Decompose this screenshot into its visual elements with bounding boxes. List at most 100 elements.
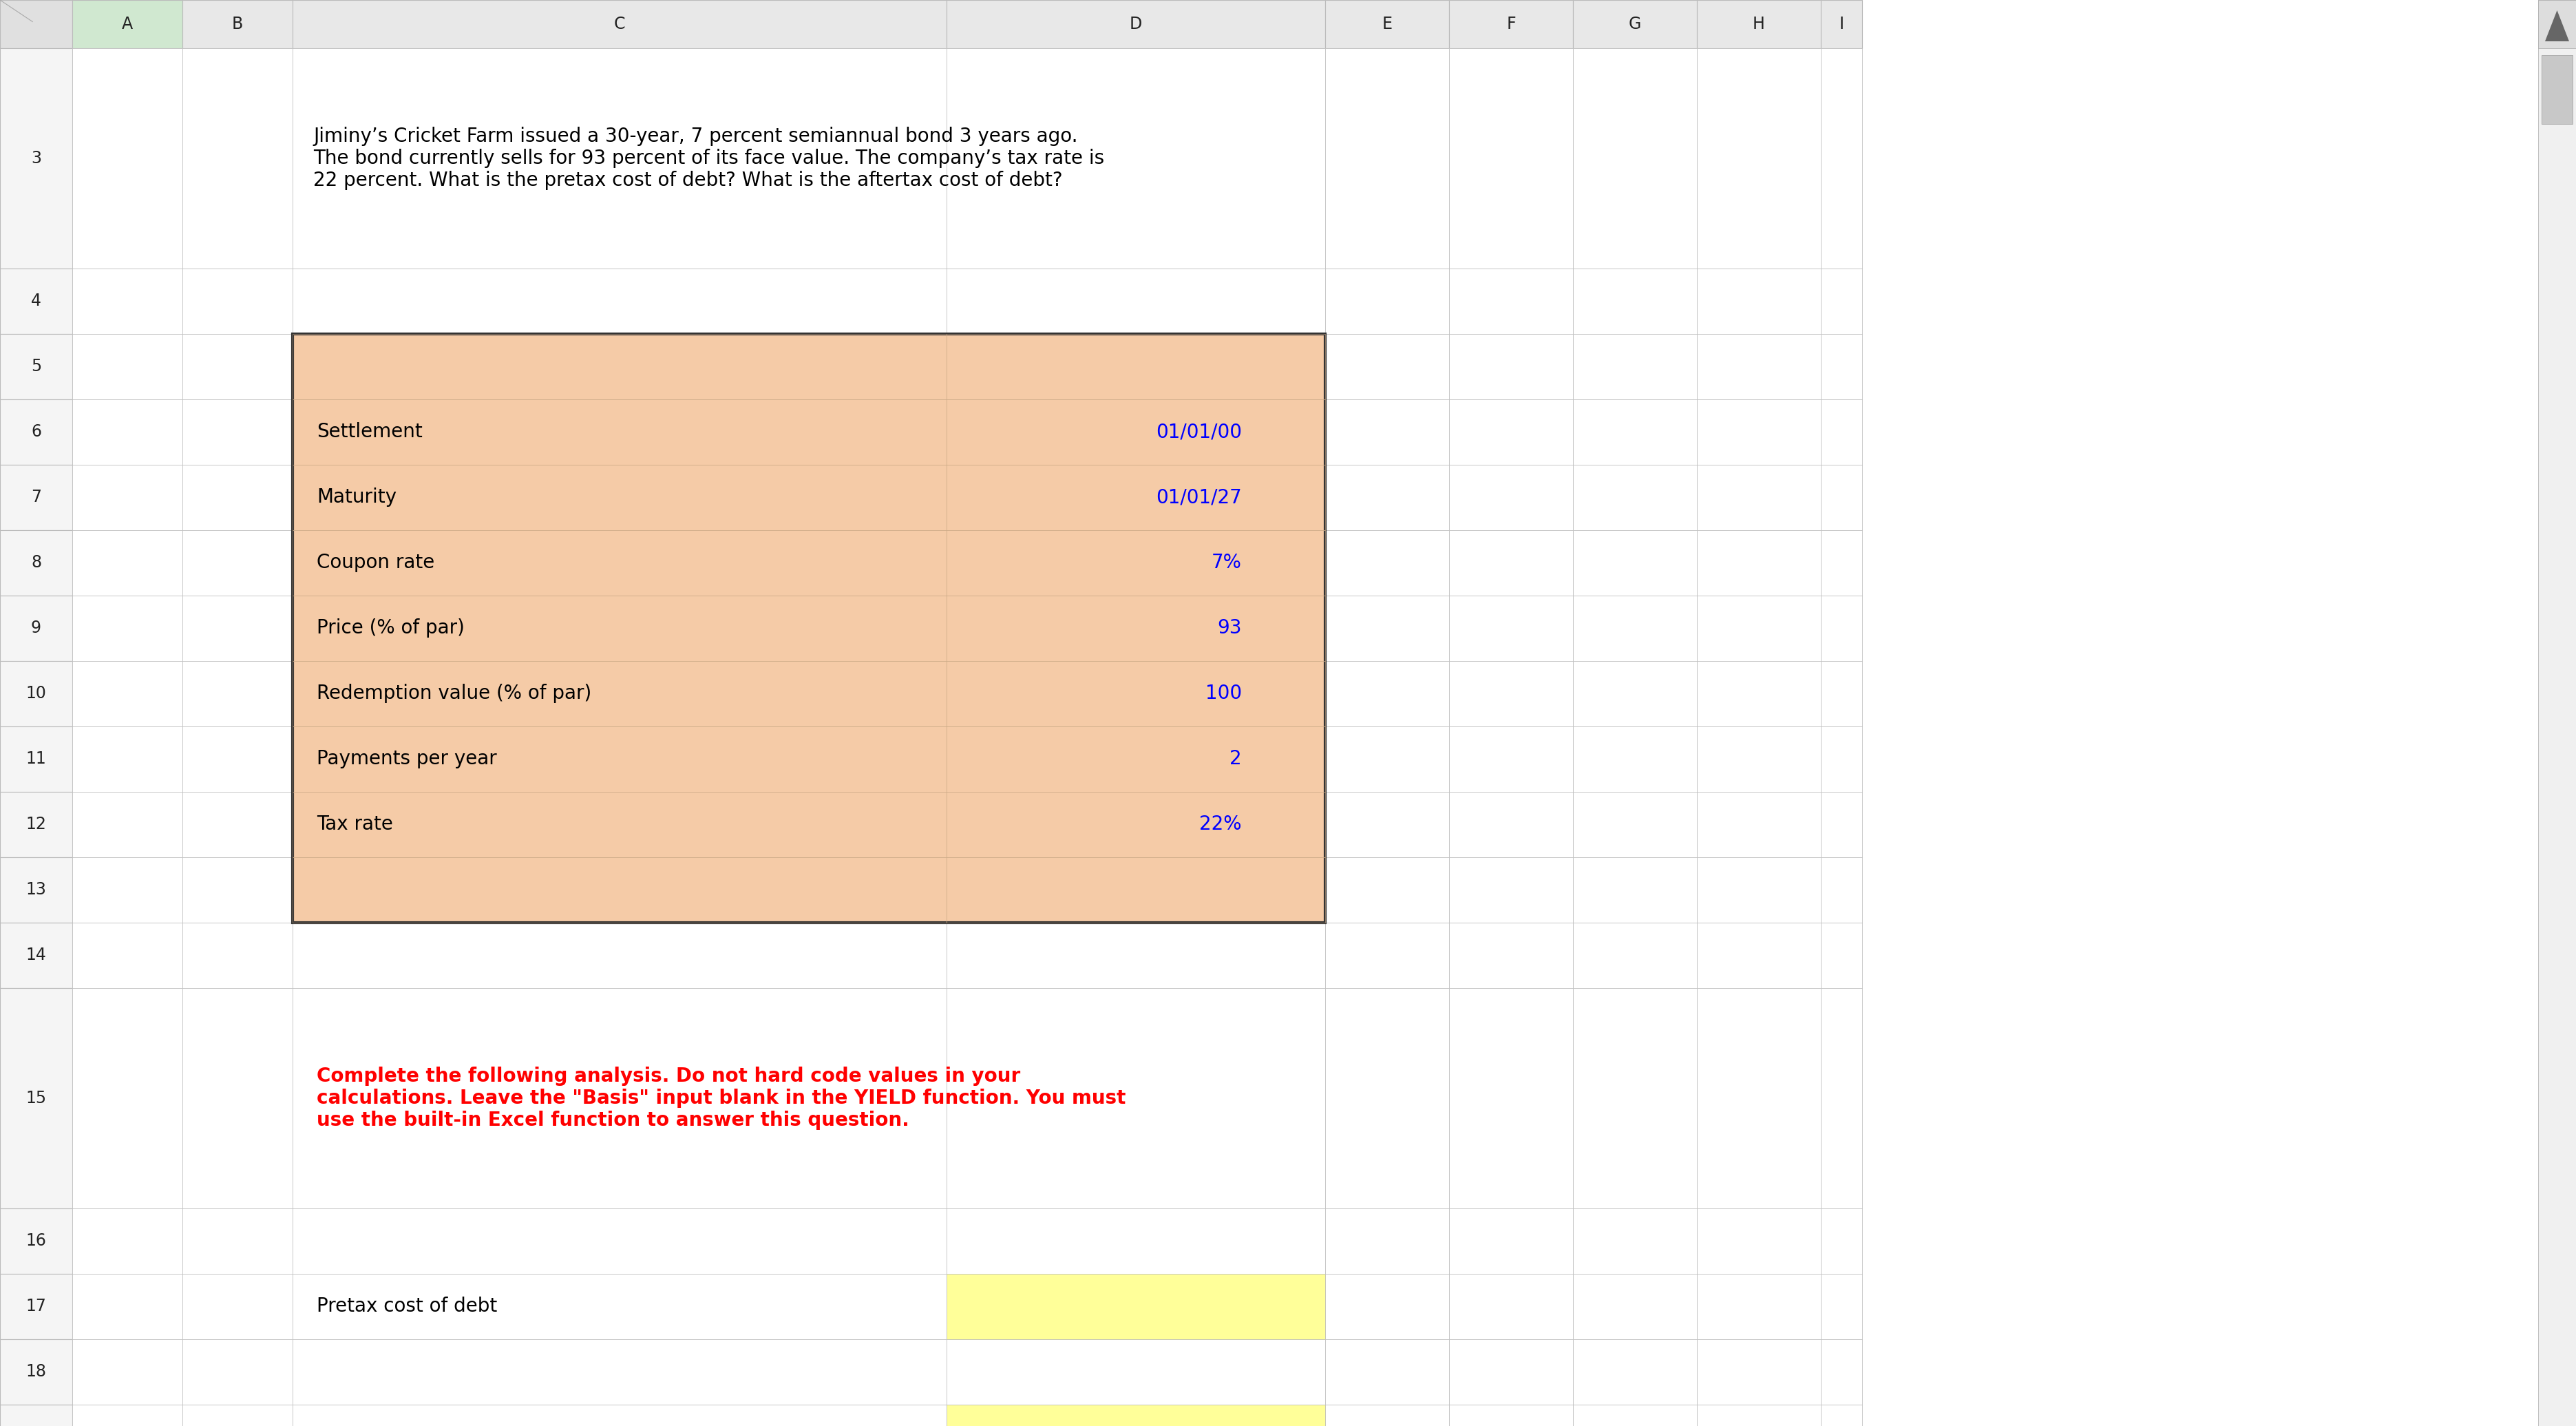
Bar [945, 726, 1324, 791]
Bar [1450, 1339, 1574, 1405]
Bar [945, 530, 1324, 596]
Bar [2543, 56, 2573, 124]
Bar [1574, 334, 1698, 399]
Bar [1698, 923, 1821, 988]
Bar [1698, 334, 1821, 399]
Bar [1324, 1405, 1450, 1426]
Bar [1324, 530, 1450, 596]
Bar [72, 726, 183, 791]
Bar [945, 857, 1324, 923]
Bar [1698, 1273, 1821, 1339]
Text: 100: 100 [1206, 684, 1242, 703]
Bar [294, 465, 945, 530]
Bar [183, 662, 294, 726]
Bar [1821, 791, 1862, 857]
Bar [1450, 268, 1574, 334]
Text: 13: 13 [26, 881, 46, 898]
Bar [183, 334, 294, 399]
Bar [294, 0, 945, 48]
Bar [183, 857, 294, 923]
Bar [183, 1273, 294, 1339]
Text: 7%: 7% [1211, 553, 1242, 572]
Bar [72, 0, 183, 48]
Bar [1698, 596, 1821, 662]
Bar [72, 399, 183, 465]
Bar [72, 268, 183, 334]
Bar [294, 923, 945, 988]
Bar [945, 596, 1324, 662]
Bar [1698, 726, 1821, 791]
Bar [294, 334, 1324, 923]
Bar [294, 48, 945, 268]
Text: Pretax cost of debt: Pretax cost of debt [317, 1296, 497, 1316]
Bar [0, 268, 72, 334]
Bar [1821, 334, 1862, 399]
Bar [1574, 48, 1698, 268]
Bar [1324, 1339, 1450, 1405]
Text: E: E [1381, 16, 1391, 33]
Bar [72, 1339, 183, 1405]
Text: 4: 4 [31, 292, 41, 309]
Text: Jiminy’s Cricket Farm issued a 30-year, 7 percent semiannual bond 3 years ago.
T: Jiminy’s Cricket Farm issued a 30-year, … [314, 127, 1105, 190]
Text: D: D [1131, 16, 1141, 33]
Bar [1698, 1405, 1821, 1426]
Bar [1450, 791, 1574, 857]
Bar [183, 0, 294, 48]
Bar [1324, 857, 1450, 923]
Bar [1574, 465, 1698, 530]
Text: Price (% of par): Price (% of par) [317, 619, 464, 637]
Bar [1574, 1405, 1698, 1426]
Bar [294, 791, 945, 857]
Bar [0, 923, 72, 988]
Bar [945, 530, 1324, 596]
Bar [1450, 0, 1574, 48]
Bar [294, 334, 945, 399]
Bar [294, 530, 945, 596]
Polygon shape [2545, 10, 2568, 41]
Bar [945, 857, 1324, 923]
Bar [72, 530, 183, 596]
Bar [1574, 988, 1698, 1208]
Text: 01/01/00: 01/01/00 [1157, 422, 1242, 442]
Bar [72, 662, 183, 726]
Bar [1324, 465, 1450, 530]
Bar [183, 726, 294, 791]
Bar [1450, 334, 1574, 399]
Bar [1698, 48, 1821, 268]
Bar [1698, 1208, 1821, 1273]
Bar [294, 857, 945, 923]
Bar [1450, 1405, 1574, 1426]
Bar [945, 399, 1324, 465]
Bar [0, 1405, 72, 1426]
Bar [1574, 726, 1698, 791]
Text: Redemption value (% of par): Redemption value (% of par) [317, 684, 592, 703]
Text: Tax rate: Tax rate [317, 814, 394, 834]
Bar [1574, 857, 1698, 923]
Bar [294, 399, 945, 465]
Bar [1324, 662, 1450, 726]
Bar [945, 268, 1324, 334]
Bar [183, 791, 294, 857]
Bar [945, 791, 1324, 857]
Text: B: B [232, 16, 242, 33]
Text: 10: 10 [26, 686, 46, 702]
Bar [1450, 1273, 1574, 1339]
Text: 93: 93 [1218, 619, 1242, 637]
Bar [1450, 662, 1574, 726]
Bar [1450, 530, 1574, 596]
Bar [294, 596, 945, 662]
Bar [945, 791, 1324, 857]
Bar [72, 48, 183, 268]
Bar [1450, 596, 1574, 662]
Bar [183, 988, 294, 1208]
Text: G: G [1628, 16, 1641, 33]
Bar [294, 334, 945, 399]
Bar [945, 596, 1324, 662]
Bar [1821, 0, 1862, 48]
Bar [1324, 334, 1450, 399]
Bar [1574, 1339, 1698, 1405]
Bar [1450, 857, 1574, 923]
Bar [1821, 1208, 1862, 1273]
Bar [945, 0, 1324, 48]
Text: 16: 16 [26, 1233, 46, 1249]
